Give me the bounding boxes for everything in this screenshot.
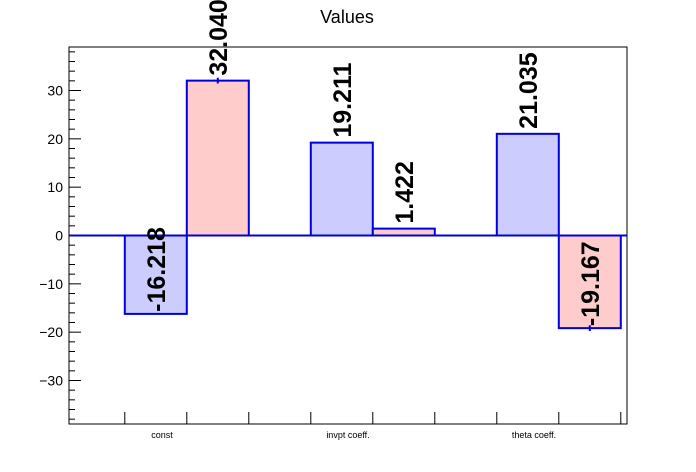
value-label: -19.167 xyxy=(577,241,605,326)
y-tick-label: 20 xyxy=(47,131,63,147)
bar xyxy=(557,234,622,330)
bar xyxy=(309,141,374,237)
bar xyxy=(185,79,250,237)
value-label: 1.422 xyxy=(391,161,419,224)
y-tick-label: 30 xyxy=(47,83,63,99)
value-labels: -16.218 19.211 21.035 32.040 1.422 -19.167 xyxy=(143,0,605,326)
y-tick-label: −10 xyxy=(39,276,63,292)
bar xyxy=(495,132,560,237)
y-axis: −30 −20 −10 0 10 20 30 xyxy=(39,51,81,420)
bar xyxy=(123,234,188,315)
value-label: 21.035 xyxy=(515,52,543,129)
value-label: 32.040 xyxy=(205,0,233,76)
y-tick-label: −20 xyxy=(39,324,63,340)
y-tick-label: 0 xyxy=(55,228,63,244)
value-label: 19.211 xyxy=(329,62,357,137)
value-label: -16.218 xyxy=(143,227,171,312)
x-axis: const invpt coeff. theta coeff. xyxy=(124,412,622,440)
bar xyxy=(371,227,436,237)
x-category-label: theta coeff. xyxy=(512,430,556,440)
y-tick-label: 10 xyxy=(47,179,63,195)
y-tick-label: −30 xyxy=(39,373,63,389)
chart-title: Values xyxy=(320,7,374,27)
x-category-label: const xyxy=(151,430,173,440)
bars xyxy=(123,77,622,332)
x-category-label: invpt coeff. xyxy=(326,430,369,440)
